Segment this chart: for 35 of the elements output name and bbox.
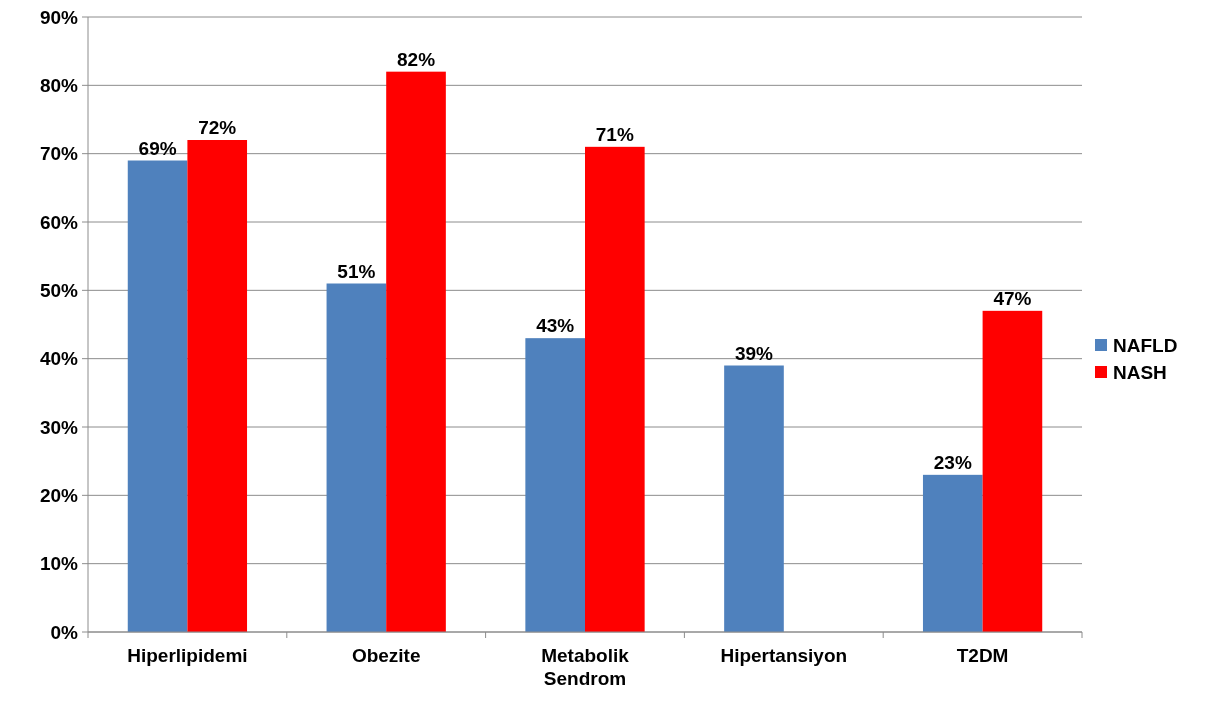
data-label: 72% [198,117,237,138]
data-label: 43% [536,315,575,337]
bar [922,474,983,632]
y-tick-label: 50% [39,279,79,301]
bar [326,283,387,632]
bar [585,146,645,632]
y-tick-label: 20% [39,484,79,506]
data-label: 39% [734,342,774,364]
x-tick-label: Metabolik Sendrom [541,645,630,689]
y-tick-label: 60% [39,211,79,233]
y-tick-label: 0% [50,621,79,643]
x-tick-label: T2DM [956,645,1009,666]
x-tick-label: Hipertansiyon [720,645,848,666]
bar [386,71,446,632]
data-label: 71% [595,123,634,145]
legend-label: NASH [1113,361,1167,383]
bar [525,338,585,632]
bar [187,140,248,632]
y-tick-label: 70% [39,143,79,165]
bar [982,310,1043,632]
bar [724,365,784,632]
y-tick-label: 80% [39,74,79,96]
legend-label: NAFLD [1113,334,1178,356]
data-label: 82% [397,48,436,70]
bar [127,160,188,632]
y-tick-label: 90% [39,6,79,28]
data-label: 47% [993,287,1032,309]
data-label: 23% [933,451,972,473]
data-label: 51% [337,260,376,282]
x-tick-label: Obezite [351,645,421,666]
x-tick-label: Hiperlipidemi [127,645,248,666]
y-tick-label: 10% [39,553,79,575]
data-label: 69% [138,137,177,159]
y-tick-label: 40% [39,348,79,370]
y-tick-label: 30% [39,416,79,438]
